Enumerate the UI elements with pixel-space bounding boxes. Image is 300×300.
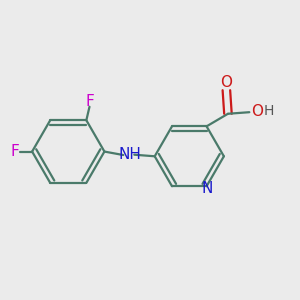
Text: O: O bbox=[251, 104, 263, 119]
Text: N: N bbox=[202, 181, 213, 196]
Text: F: F bbox=[11, 144, 19, 159]
Text: F: F bbox=[85, 94, 94, 109]
Text: H: H bbox=[263, 104, 274, 118]
Text: O: O bbox=[220, 75, 232, 90]
Text: NH: NH bbox=[118, 147, 141, 162]
